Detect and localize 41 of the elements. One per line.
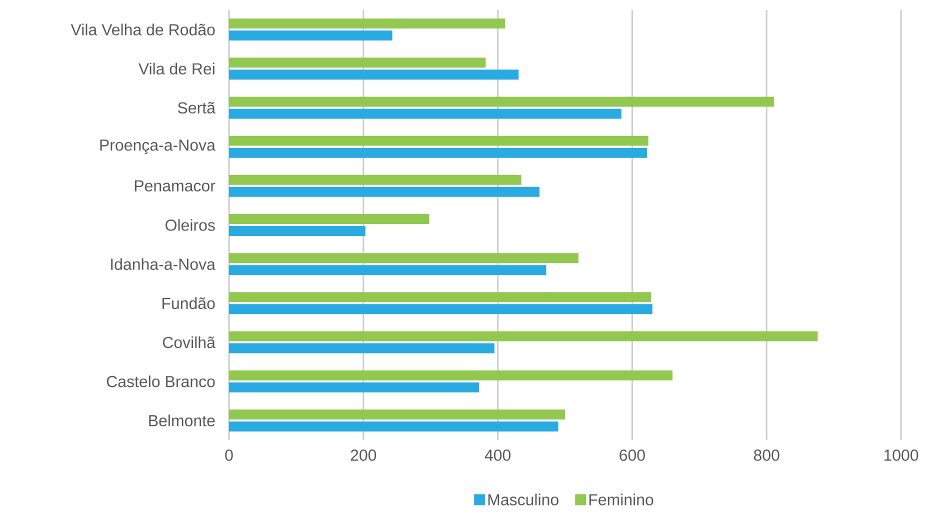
y-tick-label: Covilhã xyxy=(162,336,216,348)
bar xyxy=(229,70,519,80)
bar xyxy=(229,226,366,236)
y-tick-label: Penamacor xyxy=(134,180,216,192)
y-tick-label: Sertã xyxy=(178,102,216,114)
bar xyxy=(229,382,479,392)
bar xyxy=(229,58,486,68)
bar xyxy=(229,18,506,29)
bar xyxy=(229,421,558,432)
bar xyxy=(229,370,673,380)
y-tick-label: Castelo Branco xyxy=(106,375,215,388)
y-tick-label: Belmonte xyxy=(149,414,215,426)
bar xyxy=(229,30,392,41)
bar xyxy=(229,292,652,302)
bar xyxy=(229,96,774,107)
y-tick-label: Idanha-a-Nova xyxy=(111,258,216,270)
bar xyxy=(229,331,818,342)
bar xyxy=(229,343,494,354)
bar xyxy=(229,148,647,158)
bar xyxy=(229,136,648,146)
y-tick-label: Vila Velha de Rodão xyxy=(70,24,215,36)
bar xyxy=(229,304,652,314)
x-tick-label: 800 xyxy=(754,450,780,461)
bar xyxy=(229,174,522,185)
y-tick-label: Vila de Rei xyxy=(138,62,214,75)
x-tick-label: 200 xyxy=(350,450,376,461)
x-tick-label: 0 xyxy=(225,450,233,461)
y-tick-label: Oleiros xyxy=(166,219,215,231)
bar xyxy=(229,108,622,119)
bar xyxy=(229,253,578,264)
bar xyxy=(229,214,430,224)
bar xyxy=(229,265,546,276)
x-tick-label: 1000 xyxy=(884,450,918,461)
bar xyxy=(229,186,540,197)
y-tick-label: Proença-a-Nova xyxy=(100,140,216,154)
legend-label: Masculino xyxy=(488,494,558,506)
bar xyxy=(229,409,566,420)
legend-label: Feminino xyxy=(589,494,654,506)
x-tick-label: 400 xyxy=(484,450,511,461)
y-tick-label: Fundão xyxy=(162,297,215,310)
x-tick-label: 600 xyxy=(620,450,645,461)
